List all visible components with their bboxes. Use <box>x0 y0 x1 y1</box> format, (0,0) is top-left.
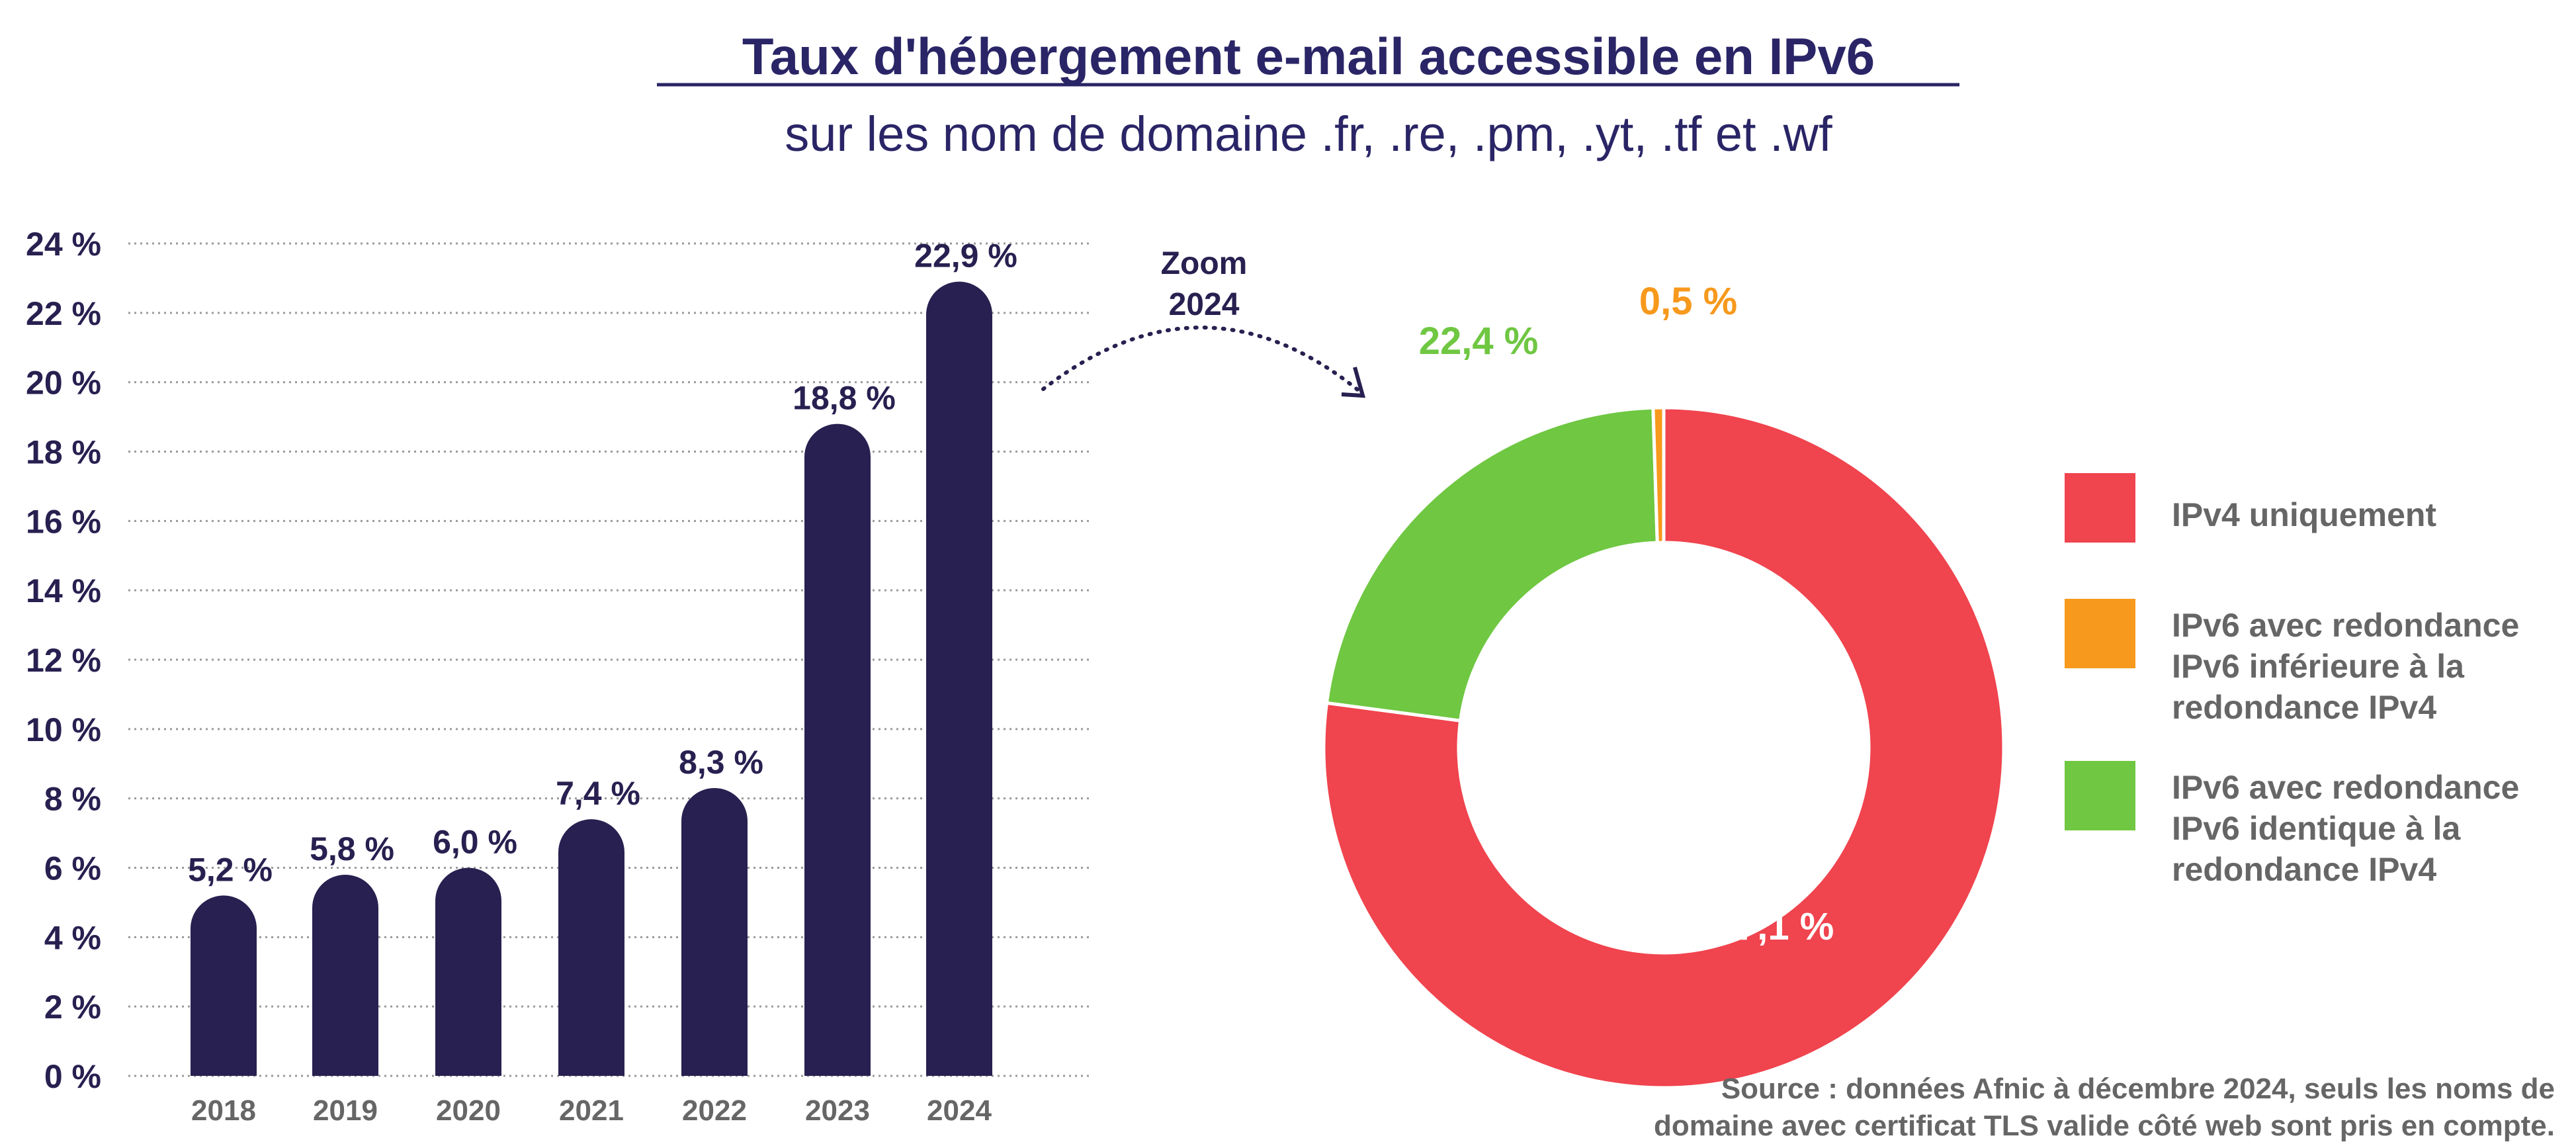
y-tick-label: 8 % <box>44 781 101 818</box>
bar-2018 <box>191 895 257 1076</box>
legend-label: IPv6 inférieure à la <box>2172 648 2465 685</box>
chart-title: Taux d'hébergement e-mail accessible en … <box>742 27 1875 85</box>
dotted-arrow-icon <box>1041 326 1362 394</box>
slice-label-ipv6-same: 22,4 % <box>1419 320 1539 363</box>
y-tick-label: 22 % <box>26 295 101 332</box>
x-tick-label: 2023 <box>805 1094 870 1127</box>
bar-value-label: 5,2 % <box>188 851 273 888</box>
donut-chart <box>1322 406 2006 1090</box>
y-tick-label: 16 % <box>26 503 101 540</box>
y-tick-label: 14 % <box>26 572 101 609</box>
bar-value-labels: 5,2 % 5,8 % 6,0 % 7,4 % 8,3 % 18,8 % 22,9 % <box>188 238 1017 889</box>
slice-label-ipv4-only: 77,1 % <box>1715 905 1834 948</box>
bar-2019 <box>312 874 378 1076</box>
x-axis-ticks: 2018 2019 2020 2021 2022 2023 2024 <box>191 1094 992 1127</box>
y-axis-ticks: 0 % 2 % 4 % 6 % 8 % 10 % 12 % 14 % 16 % 18 % 20 % 2… <box>26 226 101 1095</box>
legend-swatch <box>2065 473 2135 543</box>
legend-label: IPv6 identique à la <box>2172 810 2461 847</box>
x-tick-label: 2020 <box>436 1094 501 1127</box>
bar-2021 <box>558 819 624 1076</box>
arrowhead-icon <box>1341 367 1366 398</box>
slice-label-ipv6-lower: 0,5 % <box>1639 280 1737 323</box>
bar-value-label: 5,8 % <box>310 830 394 867</box>
zoom-year-label: 2024 <box>1169 287 1240 322</box>
donut-slice-2 <box>1651 406 1666 545</box>
legend-label: IPv6 avec redondance <box>2172 769 2519 806</box>
bar-2020 <box>435 867 501 1076</box>
x-tick-label: 2018 <box>191 1094 256 1127</box>
legend: IPv4 uniquement IPv6 avec redondance IPv6 … <box>2065 473 2519 888</box>
chart-subtitle: sur les nom de domaine .fr, .re, .pm, .y… <box>785 107 1832 161</box>
bar-2024 <box>926 281 992 1076</box>
x-tick-label: 2022 <box>682 1094 747 1127</box>
legend-swatch <box>2065 599 2135 668</box>
x-tick-label: 2019 <box>313 1094 378 1127</box>
bar-value-label: 6,0 % <box>433 824 517 861</box>
legend-label: IPv4 uniquement <box>2172 496 2436 533</box>
bars <box>191 281 992 1076</box>
y-tick-label: 12 % <box>26 642 101 679</box>
bar-value-label: 7,4 % <box>556 775 640 812</box>
y-tick-label: 24 % <box>26 226 101 263</box>
y-tick-label: 6 % <box>44 850 101 887</box>
zoom-annotation: Zoom 2024 <box>1041 246 1366 398</box>
bar-value-label: 22,9 % <box>914 238 1017 275</box>
y-tick-label: 20 % <box>26 365 101 402</box>
donut-labels: 77,1 % 22,4 % 0,5 % <box>1419 280 1834 948</box>
bar-chart: 0 % 2 % 4 % 6 % 8 % 10 % 12 % 14 % 16 % 18 % 20 % 2… <box>26 226 1092 1127</box>
y-tick-label: 18 % <box>26 434 101 471</box>
legend-swatch <box>2065 761 2135 830</box>
bar-value-label: 18,8 % <box>793 380 896 417</box>
donut-slice-0 <box>1322 406 2006 1090</box>
legend-label: redondance IPv4 <box>2172 689 2436 726</box>
source-line-2: domaine avec certificat TLS valide côté … <box>1654 1110 2555 1142</box>
y-tick-label: 2 % <box>44 989 101 1026</box>
x-tick-label: 2024 <box>927 1094 992 1127</box>
bar-value-label: 8,3 % <box>679 744 763 781</box>
bar-2023 <box>804 423 871 1076</box>
legend-label: redondance IPv4 <box>2172 851 2436 888</box>
legend-label: IPv6 avec redondance <box>2172 607 2519 644</box>
zoom-label: Zoom <box>1161 246 1248 281</box>
y-tick-label: 10 % <box>26 711 101 748</box>
y-tick-label: 0 % <box>44 1058 101 1095</box>
donut-slice-1 <box>1324 406 1659 723</box>
source-line-1: Source : données Afnic à décembre 2024, … <box>1721 1073 2555 1105</box>
x-tick-label: 2021 <box>559 1094 624 1127</box>
y-tick-label: 4 % <box>44 919 101 956</box>
bar-2022 <box>681 787 748 1076</box>
